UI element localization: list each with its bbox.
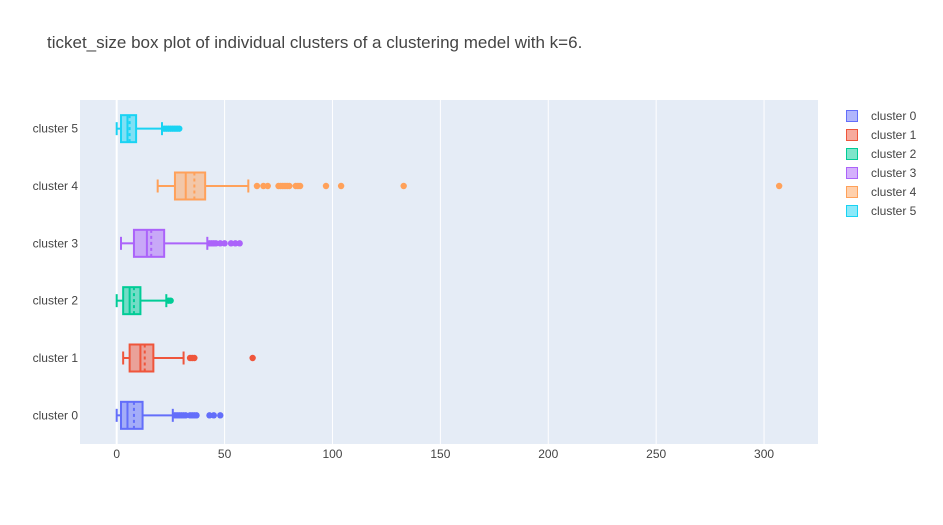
legend-swatch [846, 204, 858, 217]
box-cluster-4 [156, 171, 783, 201]
outlier-point [337, 182, 345, 190]
outlier-point [286, 182, 293, 190]
legend-swatch [846, 166, 858, 179]
outlier-point [253, 182, 261, 190]
box-cluster-1 [122, 343, 256, 373]
x-axis-ticks: 0 50 100 150 200 250 300 [113, 447, 774, 461]
legend-item-cluster-0[interactable]: cluster 0 [846, 106, 916, 125]
box-cluster-3 [120, 228, 243, 258]
iqr-box [128, 343, 155, 373]
outlier-point [400, 182, 407, 190]
legend-swatch [846, 128, 858, 141]
outlier-point [217, 412, 224, 419]
y-tick-label: cluster 5 [33, 122, 79, 136]
y-axis-ticks: cluster 0 cluster 1 cluster 2 cluster 3 clus… [33, 122, 79, 423]
x-tick-label: 50 [218, 447, 232, 461]
legend-label: cluster 1 [871, 127, 917, 142]
y-tick-label: cluster 0 [33, 408, 79, 422]
legend-label: cluster 5 [871, 203, 917, 218]
box-cluster-5 [115, 114, 183, 144]
x-tick-label: 200 [538, 447, 558, 461]
x-tick-label: 150 [430, 447, 450, 461]
legend-swatch [846, 147, 858, 160]
iqr-box [173, 171, 207, 201]
y-tick-label: cluster 2 [33, 294, 79, 308]
box-cluster-2 [115, 286, 174, 316]
outlier-point [322, 182, 330, 190]
legend-label: cluster 0 [871, 108, 917, 123]
legend-item-cluster-5[interactable]: cluster 5 [846, 201, 916, 220]
grid-lines [115, 100, 765, 444]
iqr-box [122, 286, 142, 316]
boxes [115, 114, 783, 430]
iqr-box [132, 228, 166, 258]
x-tick-label: 250 [646, 447, 666, 461]
x-tick-label: 300 [754, 447, 774, 461]
outlier-point [775, 182, 783, 190]
iqr-box [120, 114, 138, 144]
outlier-point [221, 240, 228, 247]
iqr-box [120, 400, 144, 430]
legend-swatch [846, 185, 858, 198]
y-tick-label: cluster 1 [33, 351, 79, 365]
legend-item-cluster-4[interactable]: cluster 4 [846, 182, 916, 201]
outlier-point [236, 240, 243, 247]
legend-label: cluster 2 [871, 146, 917, 161]
legend: cluster 0 cluster 1 cluster 2 cluster 3 clus… [846, 106, 916, 220]
outlier-point [176, 125, 183, 132]
outlier-point [249, 354, 256, 362]
outlier-point [167, 297, 174, 304]
legend-swatch [846, 109, 858, 122]
legend-label: cluster 3 [871, 165, 917, 180]
legend-label: cluster 4 [871, 184, 917, 199]
plot-background [80, 100, 818, 444]
legend-item-cluster-3[interactable]: cluster 3 [846, 163, 916, 182]
box-cluster-0 [115, 400, 224, 430]
outlier-point [210, 412, 217, 419]
outlier-point [193, 412, 200, 419]
legend-item-cluster-1[interactable]: cluster 1 [846, 125, 916, 144]
x-tick-label: 100 [322, 447, 342, 461]
outlier-point [296, 182, 304, 190]
x-tick-label: 0 [113, 447, 120, 461]
y-tick-label: cluster 4 [33, 179, 79, 193]
y-tick-label: cluster 3 [33, 236, 79, 250]
outlier-point [264, 182, 271, 190]
outlier-point [191, 354, 198, 362]
legend-item-cluster-2[interactable]: cluster 2 [846, 144, 916, 163]
chart-title: ticket_size box plot of individual clust… [47, 33, 583, 52]
